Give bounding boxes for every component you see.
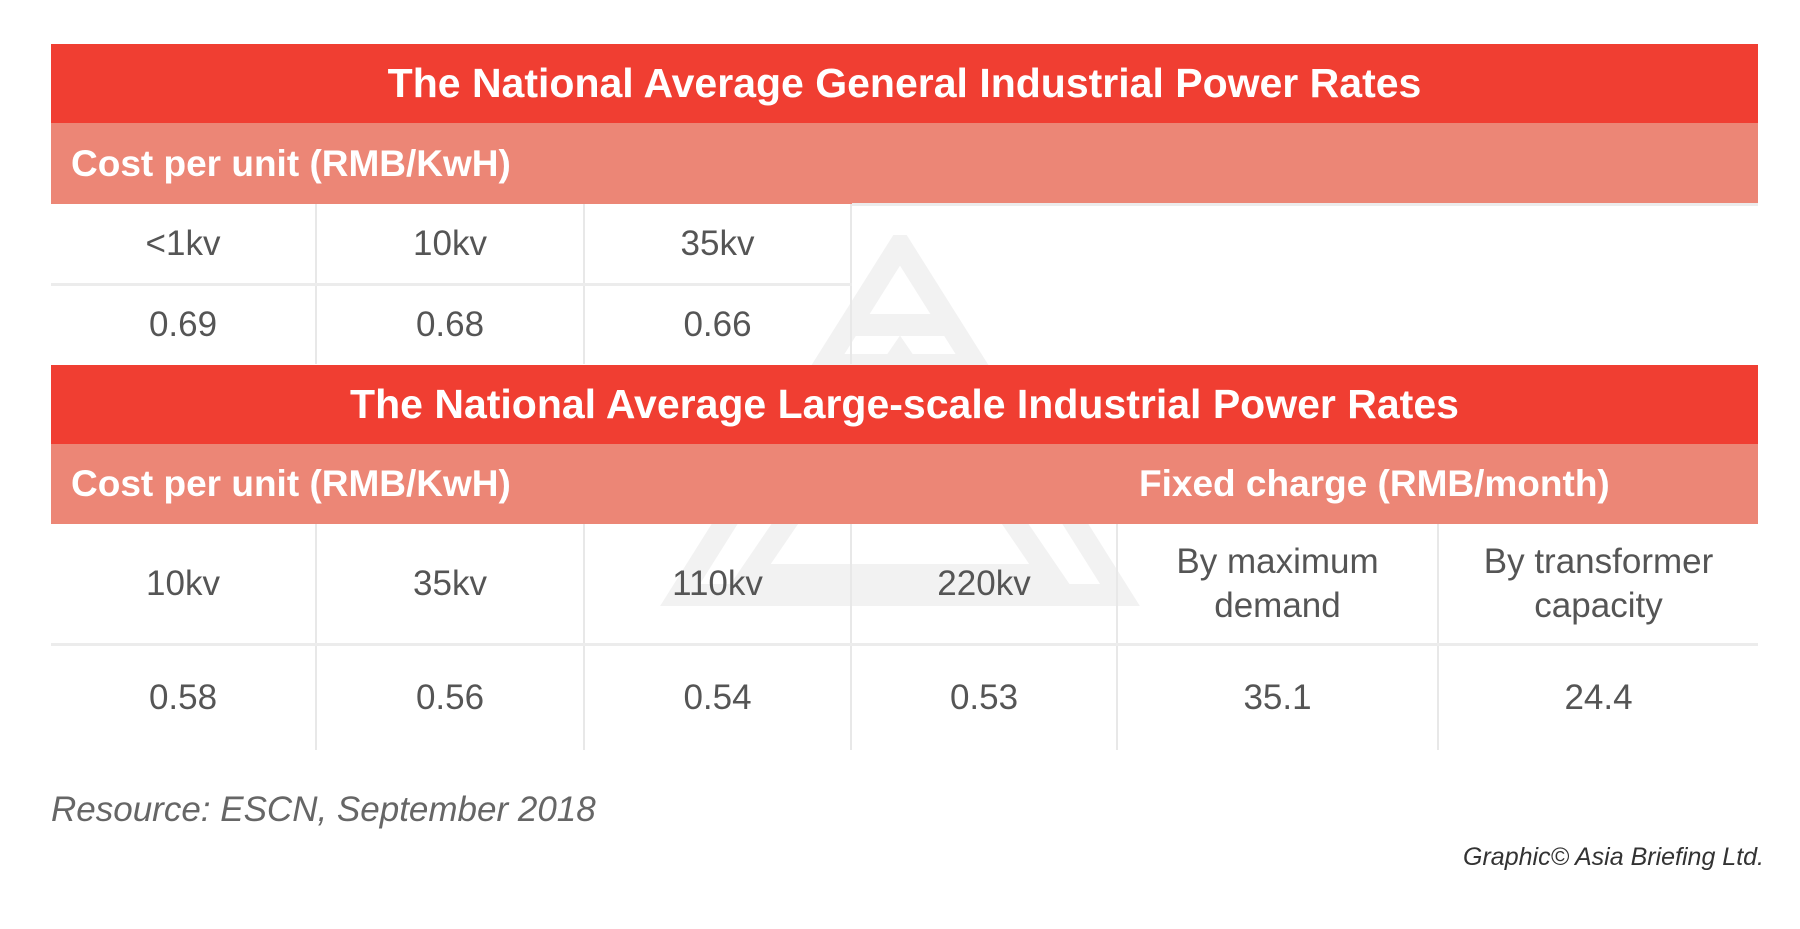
table1-value-cell: 0.66 — [585, 286, 852, 364]
table1-header-cell: 35kv — [585, 204, 852, 284]
divider — [51, 283, 852, 286]
table2-value-cell: 0.54 — [585, 646, 852, 750]
table2-header-cell: By maximum demand — [1118, 524, 1439, 644]
graphic-credit: Graphic© Asia Briefing Ltd. — [1463, 843, 1764, 871]
source-footnote: Resource: ESCN, September 2018 — [51, 790, 596, 829]
table1-title: The National Average General Industrial … — [51, 44, 1758, 123]
table1-subheader: Cost per unit (RMB/KwH) — [51, 123, 1758, 204]
table2-subheader-cost: Cost per unit (RMB/KwH) — [71, 463, 511, 504]
table2-title: The National Average Large-scale Industr… — [51, 365, 1758, 444]
table2-value-cell: 0.53 — [852, 646, 1118, 750]
table2-value-cell: 24.4 — [1564, 678, 1633, 718]
table1-value-cell: 0.69 — [51, 286, 317, 364]
table2-subheader-fixed: Fixed charge (RMB/month) — [1139, 463, 1610, 504]
table2-subheader: Cost per unit (RMB/KwH) Fixed charge (RM… — [51, 444, 1758, 524]
table1-header-cell: <1kv — [51, 204, 317, 284]
divider — [51, 643, 1758, 646]
table2-value-cell: 35.1 — [1118, 646, 1439, 750]
table2-value-cell: 0.58 — [51, 646, 317, 750]
table2-header-cell: 110kv — [585, 524, 852, 644]
table1-value-cell: 0.68 — [317, 286, 585, 364]
table2-header-cell: 220kv — [852, 524, 1118, 644]
table2-header-cell: By transformer capacity — [1483, 542, 1714, 625]
table2-header-cell: 35kv — [317, 524, 585, 644]
table2-value-cell: 0.56 — [317, 646, 585, 750]
table2-header-cell: 10kv — [51, 524, 317, 644]
divider — [852, 203, 1758, 206]
table1-header-cell: 10kv — [317, 204, 585, 284]
